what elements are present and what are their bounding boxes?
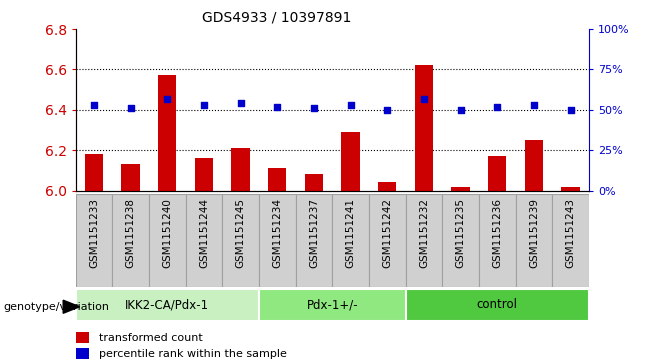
- Bar: [76, 289, 259, 321]
- Bar: [195, 158, 213, 191]
- Text: GSM1151237: GSM1151237: [309, 198, 319, 268]
- Point: [345, 102, 356, 108]
- Bar: [76, 348, 88, 359]
- Text: GDS4933 / 10397891: GDS4933 / 10397891: [201, 11, 351, 25]
- Bar: [415, 65, 433, 191]
- Text: percentile rank within the sample: percentile rank within the sample: [99, 349, 287, 359]
- Text: Pdx-1+/-: Pdx-1+/-: [307, 298, 358, 311]
- Text: transformed count: transformed count: [99, 333, 203, 343]
- Polygon shape: [63, 300, 80, 313]
- Bar: [552, 194, 589, 287]
- Bar: [295, 194, 332, 287]
- Bar: [516, 194, 552, 287]
- Bar: [561, 187, 580, 191]
- Text: GSM1151242: GSM1151242: [382, 198, 392, 268]
- Text: IKK2-CA/Pdx-1: IKK2-CA/Pdx-1: [125, 298, 209, 311]
- Text: GSM1151239: GSM1151239: [529, 198, 539, 268]
- Point: [162, 95, 172, 101]
- Point: [528, 102, 539, 108]
- Point: [236, 101, 246, 106]
- Text: GSM1151243: GSM1151243: [566, 198, 576, 268]
- Bar: [451, 187, 470, 191]
- Bar: [186, 194, 222, 287]
- Text: GSM1151236: GSM1151236: [492, 198, 502, 268]
- Bar: [332, 194, 369, 287]
- Point: [89, 102, 99, 108]
- Bar: [149, 194, 186, 287]
- Bar: [158, 76, 176, 191]
- Point: [565, 107, 576, 113]
- Bar: [479, 194, 516, 287]
- Bar: [488, 156, 507, 191]
- Text: GSM1151238: GSM1151238: [126, 198, 136, 268]
- Bar: [259, 289, 405, 321]
- Text: GSM1151240: GSM1151240: [163, 198, 172, 268]
- Bar: [259, 194, 295, 287]
- Point: [126, 105, 136, 111]
- Point: [418, 95, 429, 101]
- Bar: [222, 194, 259, 287]
- Point: [272, 104, 282, 110]
- Bar: [369, 194, 405, 287]
- Text: genotype/variation: genotype/variation: [3, 302, 109, 312]
- Bar: [232, 148, 250, 191]
- Point: [199, 102, 209, 108]
- Bar: [85, 154, 103, 191]
- Text: GSM1151245: GSM1151245: [236, 198, 245, 268]
- Bar: [76, 332, 88, 343]
- Bar: [76, 194, 113, 287]
- Bar: [305, 175, 323, 191]
- Text: GSM1151234: GSM1151234: [272, 198, 282, 268]
- Bar: [342, 132, 360, 191]
- Bar: [113, 194, 149, 287]
- Bar: [122, 164, 139, 191]
- Point: [492, 104, 503, 110]
- Bar: [442, 194, 479, 287]
- Point: [309, 105, 319, 111]
- Text: GSM1151244: GSM1151244: [199, 198, 209, 268]
- Text: GSM1151241: GSM1151241: [345, 198, 355, 268]
- Text: GSM1151233: GSM1151233: [89, 198, 99, 268]
- Text: GSM1151232: GSM1151232: [419, 198, 429, 268]
- Text: control: control: [477, 298, 518, 311]
- Bar: [378, 183, 396, 191]
- Point: [455, 107, 466, 113]
- Bar: [524, 140, 543, 191]
- Text: GSM1151235: GSM1151235: [455, 198, 466, 268]
- Bar: [405, 289, 589, 321]
- Bar: [268, 168, 286, 191]
- Bar: [405, 194, 442, 287]
- Point: [382, 107, 393, 113]
